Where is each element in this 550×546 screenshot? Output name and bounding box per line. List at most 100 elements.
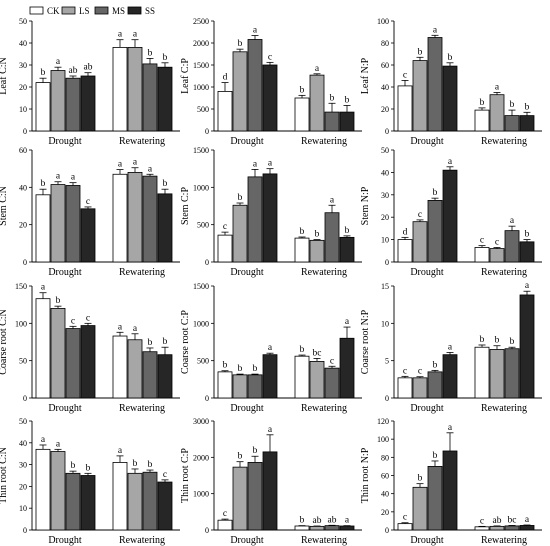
bar bbox=[504, 230, 520, 263]
significance-letter: c bbox=[86, 197, 90, 207]
significance-letter: c bbox=[403, 70, 407, 80]
significance-letter: a bbox=[253, 26, 258, 36]
y-axis-title: Stem C:P bbox=[180, 187, 191, 226]
bar bbox=[294, 237, 310, 263]
bar bbox=[339, 525, 355, 531]
bar bbox=[489, 525, 505, 531]
bar bbox=[157, 354, 173, 399]
bar bbox=[112, 462, 128, 531]
y-tick-label: 1500 bbox=[193, 146, 209, 155]
x-category-label: Rewatering bbox=[119, 535, 165, 546]
bar bbox=[80, 75, 96, 132]
significance-letter: c bbox=[418, 367, 422, 377]
legend-item-ck: CK bbox=[29, 6, 60, 16]
bar bbox=[127, 171, 143, 263]
significance-letter: b bbox=[510, 100, 515, 110]
significance-letter: b bbox=[148, 338, 153, 348]
bar bbox=[504, 525, 520, 531]
y-tick-label: 2000 bbox=[193, 453, 209, 462]
significance-letter: a bbox=[133, 324, 138, 334]
significance-letter: b bbox=[56, 296, 61, 306]
significance-letter: c bbox=[223, 222, 227, 232]
bar bbox=[519, 294, 535, 399]
bar bbox=[262, 451, 278, 531]
significance-letter: a bbox=[268, 159, 273, 169]
significance-letter: b bbox=[510, 337, 515, 347]
bar bbox=[294, 97, 310, 132]
y-tick-label: 30 bbox=[381, 191, 389, 200]
bar bbox=[232, 204, 248, 263]
significance-letter: b bbox=[480, 335, 485, 345]
bar bbox=[112, 173, 128, 263]
y-tick-label: 1500 bbox=[193, 282, 209, 291]
y-tick-label: 40 bbox=[381, 168, 389, 177]
y-tick-label: 0 bbox=[385, 526, 389, 535]
x-category-label: Rewatering bbox=[301, 136, 347, 147]
bar bbox=[157, 193, 173, 263]
x-category-label: Drought bbox=[230, 535, 264, 546]
y-tick-label: 80 bbox=[381, 453, 389, 462]
x-category-label: Rewatering bbox=[481, 535, 527, 546]
bar bbox=[112, 47, 128, 132]
y-axis-title: Leaf C:N bbox=[0, 57, 9, 95]
bar bbox=[112, 335, 128, 399]
significance-letter: b bbox=[300, 516, 305, 526]
significance-letter: a bbox=[268, 425, 273, 435]
legend-item-ss: SS bbox=[127, 6, 155, 16]
y-axis-title: Leaf C:P bbox=[180, 58, 191, 94]
significance-letter: a bbox=[148, 164, 153, 174]
bar bbox=[412, 486, 428, 531]
bar bbox=[232, 51, 248, 132]
y-tick-label: 60 bbox=[19, 146, 27, 155]
y-tick-label: 1000 bbox=[193, 183, 209, 192]
bar bbox=[50, 70, 66, 132]
x-category-label: Rewatering bbox=[301, 403, 347, 414]
y-tick-label: 0 bbox=[205, 127, 209, 136]
chart-panel: 0 1000 2000 3000 Thin root C:P Drought Rewater… bbox=[180, 417, 362, 546]
x-category-label: Rewatering bbox=[301, 267, 347, 278]
significance-letter: a bbox=[345, 317, 350, 327]
significance-letter: c bbox=[330, 356, 334, 366]
y-tick-label: 500 bbox=[197, 221, 209, 230]
x-category-label: Drought bbox=[230, 267, 264, 278]
bar bbox=[217, 91, 233, 132]
y-tick-label: 20 bbox=[381, 508, 389, 517]
significance-letter: a bbox=[525, 515, 530, 525]
y-tick-label: 2000 bbox=[193, 39, 209, 48]
bar bbox=[35, 448, 51, 531]
y-tick-label: 2500 bbox=[193, 17, 209, 26]
significance-letter: c bbox=[71, 316, 75, 326]
y-axis-title: Thin root C:P bbox=[180, 448, 191, 503]
significance-letter: a bbox=[56, 172, 61, 182]
bar bbox=[80, 475, 96, 531]
bar bbox=[142, 63, 158, 132]
bar bbox=[309, 525, 325, 531]
x-category-label: Drought bbox=[48, 136, 82, 147]
x-category-label: Drought bbox=[410, 535, 444, 546]
bar bbox=[427, 199, 443, 263]
bar bbox=[247, 462, 263, 531]
chart-panel: 0 500 1000 1500 Coarse root C:P Drought Rewate… bbox=[180, 282, 362, 414]
y-tick-label: 3000 bbox=[193, 417, 209, 426]
significance-letter: c bbox=[403, 513, 407, 523]
y-tick-label: 100 bbox=[377, 435, 389, 444]
significance-letter: a bbox=[448, 157, 453, 167]
bar bbox=[474, 346, 490, 399]
y-tick-label: 0 bbox=[23, 526, 27, 535]
bar bbox=[324, 367, 340, 399]
y-tick-label: 120 bbox=[377, 417, 389, 426]
x-category-label: Rewatering bbox=[119, 267, 165, 278]
significance-letter: b bbox=[480, 98, 485, 108]
significance-letter: b bbox=[71, 461, 76, 471]
x-category-label: Drought bbox=[48, 267, 82, 278]
chart-panel: 0 500 1000 1500 2000 2500 Leaf C:P Drought Rewat… bbox=[180, 17, 362, 147]
bar bbox=[35, 82, 51, 132]
x-category-label: Rewatering bbox=[119, 403, 165, 414]
significance-letter: a bbox=[56, 439, 61, 449]
significance-letter: c bbox=[495, 237, 499, 247]
y-tick-label: 500 bbox=[197, 357, 209, 366]
x-category-label: Drought bbox=[410, 267, 444, 278]
